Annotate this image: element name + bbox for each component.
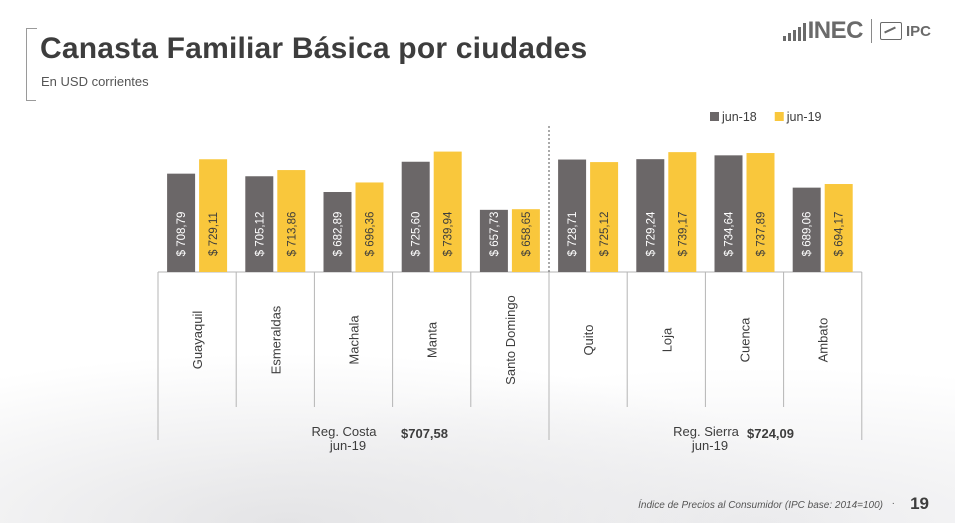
data-label: $ 657,73	[489, 212, 501, 257]
legend-swatch	[774, 112, 784, 121]
bar-jun-19-cuenca	[746, 153, 775, 272]
data-label: $ 705,12	[254, 212, 266, 257]
bar-jun-19-santo-domingo	[511, 209, 540, 272]
bar-jun-18-machala	[323, 192, 352, 272]
region-name: Reg. Costa	[311, 424, 377, 439]
data-label: $ 689,06	[802, 212, 814, 257]
region-value: $707,58	[401, 426, 448, 441]
inec-bars-icon	[782, 21, 806, 41]
category-label: Santo Domingo	[503, 295, 518, 385]
ipc-mark-icon	[879, 22, 902, 40]
page-subtitle: En USD corrientes	[41, 74, 149, 89]
region-value: $724,09	[747, 426, 794, 441]
legend-label: jun-19	[786, 110, 822, 124]
data-label: $ 725,60	[411, 212, 423, 257]
logo-brand: INEC	[807, 17, 864, 44]
region-name: Reg. Sierra	[673, 424, 740, 439]
data-label: $ 739,94	[443, 211, 455, 256]
bar-jun-19-manta	[433, 151, 462, 272]
legend-label: jun-18	[721, 110, 757, 124]
bar-jun-18-esmeraldas	[245, 176, 274, 272]
data-label: $ 696,36	[365, 212, 377, 257]
bar-jun-19-esmeraldas	[277, 170, 306, 272]
bar-jun-18-guayaquil	[167, 173, 196, 272]
bar-jun-19-quito	[590, 162, 619, 272]
inec-ipc-logo: INEC IPC	[782, 17, 931, 45]
data-label: $ 713,86	[286, 212, 298, 257]
footer-dot: ·	[891, 498, 895, 509]
category-label: Esmeraldas	[268, 305, 283, 374]
logo-divider	[870, 19, 872, 43]
category-label: Loja	[659, 327, 674, 352]
legend-swatch	[710, 112, 719, 121]
data-label: $ 658,65	[521, 212, 533, 257]
page-title: Canasta Familiar Básica por ciudades	[40, 32, 588, 65]
data-label: $ 729,11	[208, 212, 220, 256]
data-label: $ 739,17	[677, 212, 689, 257]
data-label: $ 734,64	[724, 211, 736, 256]
data-label: $ 708,79	[176, 212, 188, 257]
bar-jun-18-ambato	[792, 187, 821, 272]
bar-jun-18-manta	[401, 161, 430, 272]
category-label: Quito	[581, 324, 596, 355]
title-bracket	[26, 28, 37, 101]
bar-jun-19-loja	[668, 152, 697, 272]
category-label: Guayaquil	[190, 311, 205, 370]
category-label: Ambato	[816, 318, 831, 363]
page-number: 19	[910, 494, 929, 513]
data-label: $ 729,24	[645, 211, 657, 256]
category-label: Cuenca	[738, 317, 753, 363]
bar-jun-19-guayaquil	[199, 159, 228, 272]
category-label: Manta	[425, 321, 440, 358]
data-label: $ 725,12	[599, 212, 611, 257]
region-period: jun-19	[329, 438, 366, 453]
bar-jun-19-machala	[355, 182, 384, 272]
bar-jun-18-loja	[636, 159, 665, 272]
data-label: $ 682,89	[333, 212, 345, 257]
data-label: $ 737,89	[756, 212, 768, 257]
region-period: jun-19	[691, 438, 728, 453]
category-label: Machala	[347, 315, 362, 365]
bar-jun-18-quito	[558, 159, 587, 272]
footer-note: Índice de Precios al Consumidor (IPC bas…	[638, 500, 883, 511]
bar-jun-19-ambato	[824, 184, 853, 272]
data-label: $ 728,71	[567, 212, 579, 257]
bar-jun-18-cuenca	[714, 155, 743, 272]
data-label: $ 694,17	[834, 212, 846, 257]
logo-product: IPC	[905, 22, 931, 40]
bar-jun-18-santo-domingo	[479, 209, 508, 272]
